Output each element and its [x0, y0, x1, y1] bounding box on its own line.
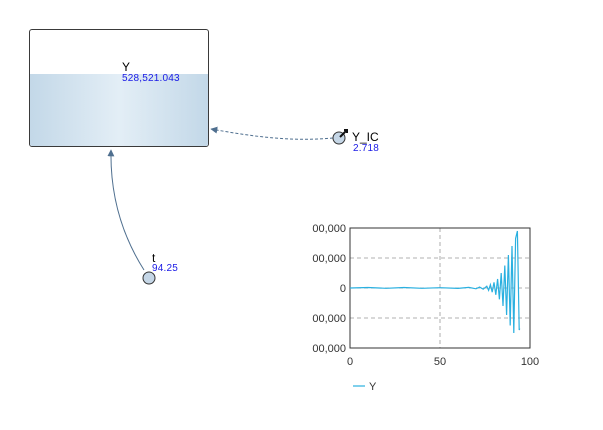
converter-t-name: t: [152, 251, 156, 265]
y-tick-label: 00,000: [312, 253, 346, 265]
ghost-arrow-icon: [339, 129, 348, 138]
legend-label: Y: [369, 381, 377, 393]
y-tick-label: 00,000: [312, 313, 346, 325]
converter-t-value: 94.25: [152, 263, 179, 274]
link-t-to-y[interactable]: [107, 149, 145, 271]
converter-y-ic[interactable]: [331, 129, 351, 147]
stock-y-name: Y: [122, 60, 131, 74]
stock-level: [30, 74, 208, 146]
x-tick-label: 50: [434, 356, 446, 368]
converter-y-ic-name: Y_IC: [352, 130, 379, 144]
series-line-y: [349, 230, 521, 334]
stock-y[interactable]: [29, 29, 209, 147]
y-tick-label: 00,000: [312, 223, 346, 235]
y-tick-label: 0: [340, 283, 346, 295]
converter-t[interactable]: [141, 270, 157, 286]
link-yic-to-y[interactable]: [210, 126, 334, 140]
y-tick-label: 00,000: [312, 343, 346, 355]
x-tick-label: 100: [521, 356, 539, 368]
stock-y-value: 528,521.043: [122, 73, 180, 84]
y-tick-labels: 00,000 00,000 0 00,000 00,000: [312, 223, 346, 355]
x-tick-labels: 0 50 100: [347, 356, 539, 368]
graph-y[interactable]: 00,000 00,000 0 00,000 00,000 0 50 100 Y: [295, 220, 545, 400]
x-tick-label: 0: [347, 356, 353, 368]
converter-y-ic-value: 2.718: [353, 143, 380, 154]
legend: Y: [353, 381, 377, 393]
